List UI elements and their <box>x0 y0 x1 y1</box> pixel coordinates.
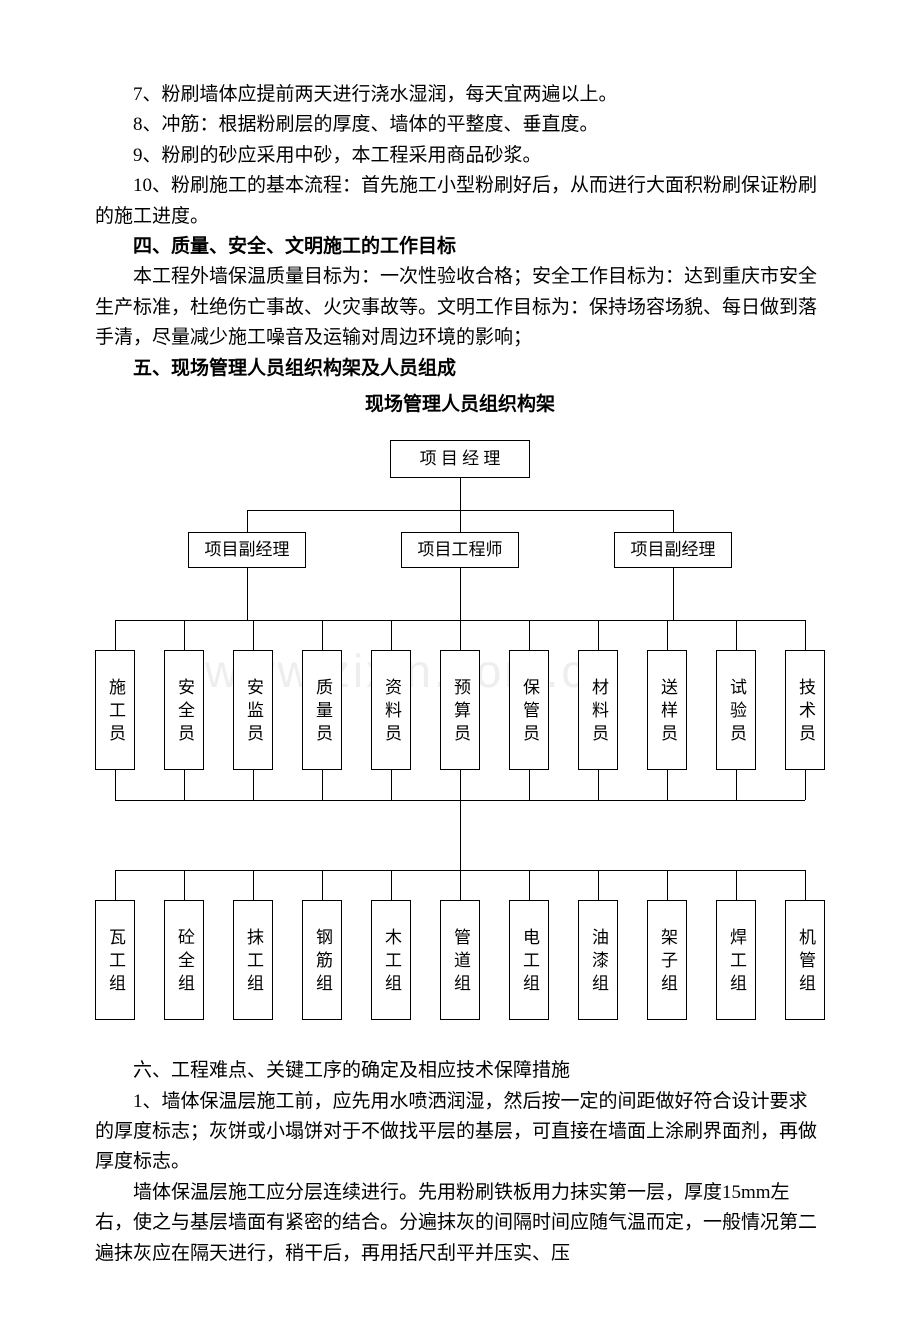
node-row2-9: 焊工组 <box>716 900 756 1020</box>
line-row1-under-3 <box>322 770 323 800</box>
line-row1-under-10 <box>805 770 806 800</box>
line-row1-drop-3 <box>322 620 323 650</box>
line-row1-drop-10 <box>805 620 806 650</box>
chart-title: 现场管理人员组织构架 <box>95 390 825 420</box>
node-row1-4: 资料员 <box>371 650 411 770</box>
para-10: 10、粉刷施工的基本流程：首先施工小型粉刷好后，从而进行大面积粉刷保证粉刷的施工… <box>95 171 825 232</box>
line-row1-drop-6 <box>529 620 530 650</box>
line-row2-drop-1 <box>184 870 185 900</box>
line-row2-drop-4 <box>391 870 392 900</box>
node-row1-2: 安监员 <box>233 650 273 770</box>
line-mid-down-1 <box>460 568 461 620</box>
node-row2-7: 油漆组 <box>578 900 618 1020</box>
node-mid-0: 项目副经理 <box>188 532 306 568</box>
line-row1-under-6 <box>529 770 530 800</box>
heading-4: 四、质量、安全、文明施工的工作目标 <box>95 232 825 262</box>
node-row1-3: 质量员 <box>302 650 342 770</box>
line-row1-under-7 <box>598 770 599 800</box>
org-chart: www.zixin.com.cn 项 目 经 理项目副经理项目工程师项目副经理施… <box>95 440 825 1030</box>
heading-6: 六、工程难点、关键工序的确定及相应技术保障措施 <box>95 1056 825 1086</box>
para-4-body: 本工程外墙保温质量目标为：一次性验收合格；安全工作目标为：达到重庆市安全生产标准… <box>95 262 825 353</box>
para-6-1: 1、墙体保温层施工前，应先用水喷洒润湿，然后按一定的间距做好符合设计要求的厚度标… <box>95 1087 825 1178</box>
line-row1-drop-7 <box>598 620 599 650</box>
node-row1-9: 试验员 <box>716 650 756 770</box>
line-row2-drop-9 <box>736 870 737 900</box>
line-mid-down-0 <box>247 568 248 620</box>
line-row1-under-5 <box>460 770 461 800</box>
node-row1-6: 保管员 <box>509 650 549 770</box>
para-9: 9、粉刷的砂应采用中砂，本工程采用商品砂浆。 <box>95 141 825 171</box>
line-row2-drop-6 <box>529 870 530 900</box>
line-row1-under-4 <box>391 770 392 800</box>
line-row2-drop-8 <box>667 870 668 900</box>
line-row1-under-8 <box>667 770 668 800</box>
line-row1-drop-4 <box>391 620 392 650</box>
node-row1-0: 施工员 <box>95 650 135 770</box>
line-mid-down-2 <box>673 568 674 620</box>
line-mid-drop-0 <box>247 510 248 532</box>
node-row1-8: 送样员 <box>647 650 687 770</box>
node-row1-1: 安全员 <box>164 650 204 770</box>
node-mid-2: 项目副经理 <box>614 532 732 568</box>
para-7: 7、粉刷墙体应提前两天进行浇水湿润，每天宜两遍以上。 <box>95 80 825 110</box>
line-row1-drop-5 <box>460 620 461 650</box>
line-row1-under-9 <box>736 770 737 800</box>
line-mid-drop-2 <box>673 510 674 532</box>
line-row1-under-0 <box>115 770 116 800</box>
node-row2-3: 钢筋组 <box>302 900 342 1020</box>
line-row1-under-1 <box>184 770 185 800</box>
line-row1-drop-9 <box>736 620 737 650</box>
node-mid-1: 项目工程师 <box>401 532 519 568</box>
line-row2-drop-7 <box>598 870 599 900</box>
node-row2-6: 电工组 <box>509 900 549 1020</box>
line-mid-drop-1 <box>460 510 461 532</box>
node-row2-10: 机管组 <box>785 900 825 1020</box>
line-row2-drop-2 <box>253 870 254 900</box>
line-row2-drop-0 <box>115 870 116 900</box>
line-row2-drop-3 <box>322 870 323 900</box>
heading-5: 五、现场管理人员组织构架及人员组成 <box>95 354 825 384</box>
line-row2-drop-5 <box>460 870 461 900</box>
line-row2-drop-10 <box>805 870 806 900</box>
node-project-manager: 项 目 经 理 <box>390 440 530 478</box>
line-row1-drop-0 <box>115 620 116 650</box>
line-row1-drop-2 <box>253 620 254 650</box>
node-row2-4: 木工组 <box>371 900 411 1020</box>
node-row2-1: 砼全组 <box>164 900 204 1020</box>
node-row2-5: 管道组 <box>440 900 480 1020</box>
line-top-down <box>460 478 461 510</box>
node-row2-2: 抹工组 <box>233 900 273 1020</box>
line-row1-drop-8 <box>667 620 668 650</box>
node-row2-0: 瓦工组 <box>95 900 135 1020</box>
node-row1-10: 技术员 <box>785 650 825 770</box>
line-row1-drop-1 <box>184 620 185 650</box>
para-6-2: 墙体保温层施工应分层连续进行。先用粉刷铁板用力抹实第一层，厚度15mm左右，使之… <box>95 1178 825 1269</box>
node-row1-5: 预算员 <box>440 650 480 770</box>
line-row1-under-2 <box>253 770 254 800</box>
line-between-rows <box>460 800 461 870</box>
para-8: 8、冲筋：根据粉刷层的厚度、墙体的平整度、垂直度。 <box>95 110 825 140</box>
node-row2-8: 架子组 <box>647 900 687 1020</box>
node-row1-7: 材料员 <box>578 650 618 770</box>
